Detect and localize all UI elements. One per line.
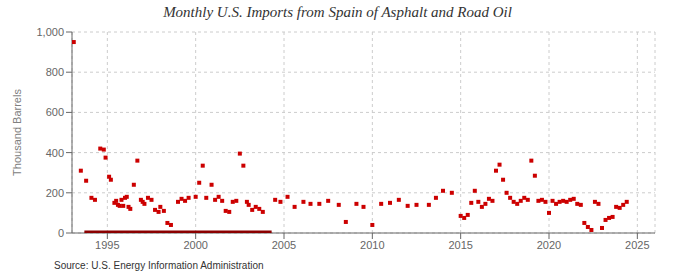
svg-text:Thousand Barrels: Thousand Barrels: [11, 89, 23, 176]
svg-text:2010: 2010: [360, 239, 384, 251]
svg-text:2000: 2000: [183, 239, 207, 251]
svg-text:0: 0: [58, 227, 64, 239]
svg-text:200: 200: [46, 187, 64, 199]
svg-text:800: 800: [46, 66, 64, 78]
svg-text:600: 600: [46, 106, 64, 118]
svg-text:2015: 2015: [448, 239, 472, 251]
svg-text:2025: 2025: [625, 239, 649, 251]
svg-text:400: 400: [46, 147, 64, 159]
html-text:Source: U.S. Energy Informatio: Source: U.S. Energy Information Administ…: [54, 260, 264, 271]
svg-text:2020: 2020: [537, 239, 561, 251]
svg-text:1995: 1995: [95, 239, 119, 251]
svg-text:1,000: 1,000: [36, 26, 64, 38]
html-text:Monthly U.S. Imports from Spai: Monthly U.S. Imports from Spain of Aspha…: [163, 4, 512, 20]
svg-text:2005: 2005: [272, 239, 296, 251]
